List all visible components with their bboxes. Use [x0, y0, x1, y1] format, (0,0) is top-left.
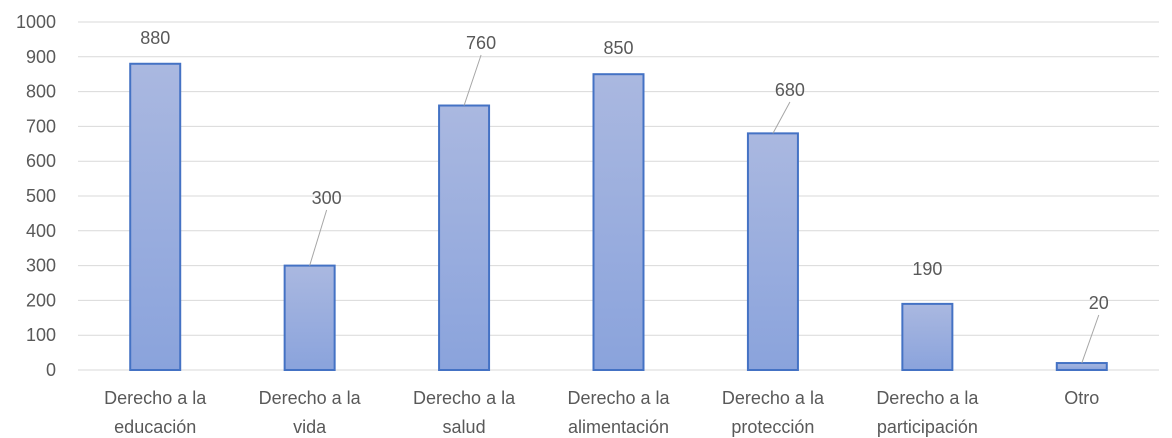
- x-category-label: protección: [731, 417, 814, 437]
- bar: [1055, 362, 1108, 372]
- y-tick-label: 200: [26, 290, 56, 310]
- x-category-label: Otro: [1064, 388, 1099, 408]
- x-category-label: Derecho a la: [876, 388, 979, 408]
- data-label-leader-line: [1081, 314, 1100, 364]
- data-label: 850: [603, 38, 633, 58]
- x-category-label: alimentación: [568, 417, 669, 437]
- data-label: 880: [140, 28, 170, 48]
- y-tick-label: 300: [26, 256, 56, 276]
- y-tick-label: 900: [26, 47, 56, 67]
- x-category-label: participación: [877, 417, 978, 437]
- x-category-label: vida: [293, 417, 327, 437]
- y-tick-label: 100: [26, 325, 56, 345]
- data-label-leader-line: [772, 101, 791, 134]
- bar: [746, 132, 799, 371]
- data-labels: 880 300 760 850 680 190 20: [140, 28, 1109, 364]
- bar: [592, 73, 645, 371]
- bar: [129, 62, 182, 371]
- data-label-leader-line: [463, 54, 482, 106]
- y-tick-label: 800: [26, 82, 56, 102]
- x-axis-category-labels: Derecho a la educación Derecho a la vida Der…: [104, 388, 1099, 437]
- bar: [438, 104, 491, 372]
- y-tick-label: 600: [26, 151, 56, 171]
- data-label: 760: [466, 33, 496, 53]
- y-tick-label: 500: [26, 186, 56, 206]
- x-category-label: Derecho a la: [259, 388, 362, 408]
- data-label-leader-line: [309, 209, 328, 266]
- x-category-label: Derecho a la: [567, 388, 670, 408]
- x-category-label: salud: [443, 417, 486, 437]
- data-label: 680: [775, 80, 805, 100]
- data-label: 20: [1089, 293, 1109, 313]
- y-tick-label: 1000: [16, 12, 56, 32]
- y-tick-label: 700: [26, 116, 56, 136]
- x-category-label: educación: [114, 417, 196, 437]
- x-category-label: Derecho a la: [413, 388, 516, 408]
- data-label: 190: [912, 259, 942, 279]
- x-category-label: Derecho a la: [722, 388, 825, 408]
- bars: [129, 62, 1108, 372]
- bar: [901, 302, 954, 372]
- y-tick-label: 0: [46, 360, 56, 380]
- y-axis-tick-labels: 0 100 200 300 400 500 600 700 800 900 1000: [16, 12, 56, 380]
- y-tick-label: 400: [26, 221, 56, 241]
- bar: [283, 264, 336, 372]
- x-category-label: Derecho a la: [104, 388, 207, 408]
- data-label: 300: [312, 188, 342, 208]
